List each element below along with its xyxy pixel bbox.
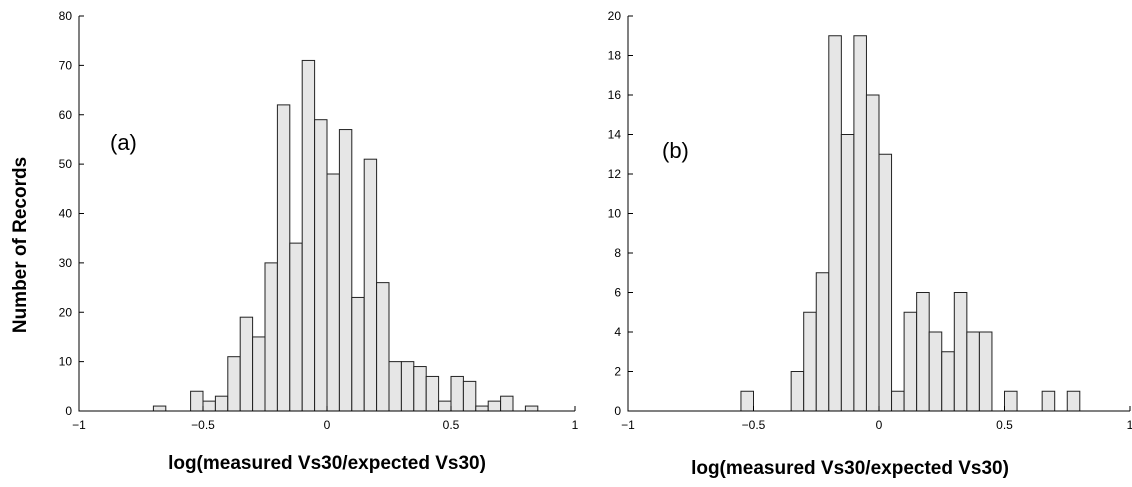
histogram-bar [928,331,943,412]
histogram-bar [202,400,216,412]
histogram-bar [500,395,514,412]
histogram-bar [840,134,855,412]
x-tick-label: −0.5 [742,418,766,432]
y-tick-label: 60 [59,108,73,122]
y-tick-label: 2 [614,365,621,379]
x-tick-label: 0 [876,418,883,432]
histogram-bar [815,272,830,412]
panel-b-y-ticks: 0 2 4 6 8 10 12 14 16 18 20 [608,9,633,418]
histogram-bar [487,400,502,412]
histogram-bar [828,35,842,412]
x-tick-label: −0.5 [191,418,215,432]
histogram-bar [966,331,980,412]
x-tick-label: −1 [72,418,86,432]
histogram-bar [1004,390,1018,412]
histogram-bar [388,361,402,412]
panel-a-y-ticks: 0 10 20 30 40 50 60 70 80 [59,9,84,418]
panel-b-x-ticks: −1 −0.5 0 0.5 1 [621,406,1132,432]
y-tick-label: 20 [608,9,622,23]
histogram-bar [239,316,254,412]
histogram-bar [400,361,415,412]
histogram-bar [916,292,930,412]
x-tick-label: 0.5 [996,418,1013,432]
panel-b-label: (b) [662,138,689,163]
y-tick-label: 0 [614,404,621,418]
histogram-bar [252,336,266,412]
histogram-bar [214,395,229,412]
panel-b-x-axis-title: log(measured Vs30/expected Vs30) [691,458,1009,479]
histogram-bar [475,405,489,412]
y-tick-label: 6 [614,286,621,300]
histogram-bar [152,405,167,412]
histogram-bar [376,282,390,412]
histogram-bar [891,390,905,412]
histogram-bar [314,119,328,412]
y-tick-label: 10 [59,355,73,369]
histogram-bar [190,390,204,412]
x-tick-label: 1 [572,418,579,432]
histogram-bar [978,331,993,412]
histogram-bar [276,104,291,412]
histogram-bar [438,400,452,412]
histogram-bar [853,35,867,412]
y-tick-label: 30 [59,256,73,270]
histogram-bar [301,59,316,412]
panel-a-label: (a) [110,130,137,155]
histogram-bar [425,375,440,412]
y-tick-label: 20 [59,305,73,319]
y-tick-label: 8 [614,246,621,260]
y-tick-label: 12 [608,167,622,181]
y-tick-label: 10 [608,207,622,221]
histogram-bar [524,405,539,412]
y-tick-label: 4 [614,325,621,339]
y-tick-label: 16 [608,88,622,102]
histogram-bar [450,375,464,412]
histogram-panel-a: 0 10 20 30 40 50 60 70 80 −1 −0.5 0 0.5 1 (a) log(me… [59,9,579,474]
x-tick-label: 1 [1127,418,1132,432]
histogram-bar [865,94,880,412]
panel-a-x-ticks: −1 −0.5 0 0.5 1 [72,406,579,432]
histogram-bar [903,311,918,412]
panel-a-bars [152,59,539,412]
y-tick-label: 80 [59,9,73,23]
x-tick-label: −1 [621,418,635,432]
shared-y-axis-title: Number of Records [10,157,31,333]
histogram-bar [1066,390,1081,412]
histogram-bar [462,380,477,412]
histogram-bar [227,356,241,412]
y-tick-label: 70 [59,58,73,72]
histogram-panel-b: 0 2 4 6 8 10 12 14 16 18 20 −1 −0.5 0 0.5 1 (b) log(me… [608,9,1132,479]
histogram-bar [413,366,427,412]
y-tick-label: 50 [59,157,73,171]
y-tick-label: 40 [59,207,73,221]
y-tick-label: 14 [608,128,622,142]
histogram-bar [338,129,353,412]
histogram-bar [326,173,340,412]
panel-b-bars [740,35,1081,412]
panel-a-x-axis-title: log(measured Vs30/expected Vs30) [168,453,486,474]
histogram-bar [878,153,893,412]
histogram-bar [803,311,817,412]
histogram-bar [351,296,365,412]
y-tick-label: 18 [608,49,622,63]
histogram-bar [953,292,968,412]
histogram-bar [941,351,955,412]
histogram-bar [1041,390,1056,412]
histogram-bar [264,262,278,412]
histogram-bar [740,390,755,412]
x-tick-label: 0 [324,418,331,432]
x-tick-label: 0.5 [443,418,460,432]
histogram-bar [363,158,378,412]
y-tick-label: 0 [65,404,72,418]
histogram-bar [790,371,805,412]
histogram-bar [289,242,303,412]
